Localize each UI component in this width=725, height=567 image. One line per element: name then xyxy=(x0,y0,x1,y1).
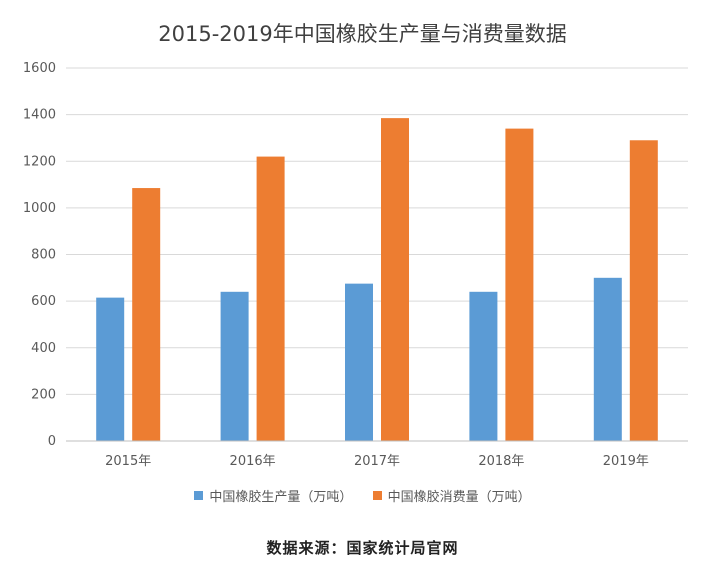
legend-swatch-consumption xyxy=(372,491,382,500)
bars xyxy=(96,118,658,442)
bar-consumption-0 xyxy=(132,188,161,441)
x-tick-label: 2017年 xyxy=(354,454,400,469)
bar-production-3 xyxy=(469,291,498,441)
bar-production-2 xyxy=(345,283,373,441)
gridlines xyxy=(66,67,688,395)
bar-consumption-4 xyxy=(629,140,658,442)
legend: 中国橡胶生产量（万吨） 中国橡胶消费量（万吨） xyxy=(0,486,725,505)
y-tick-label: 1400 xyxy=(23,108,56,123)
bar-consumption-2 xyxy=(381,118,409,441)
x-tick-label: 2018年 xyxy=(478,454,524,469)
chart-title: 2015-2019年中国橡胶生产量与消费量数据 xyxy=(158,22,567,46)
x-tick-label: 2016年 xyxy=(230,454,276,469)
y-tick-label: 200 xyxy=(31,387,56,402)
y-tick-label: 600 xyxy=(31,294,56,309)
legend-swatch-production xyxy=(194,491,204,500)
bar-consumption-1 xyxy=(256,156,285,441)
bar-production-0 xyxy=(96,297,125,441)
x-tick-label: 2015年 xyxy=(105,454,151,469)
y-tick-label: 1200 xyxy=(23,154,56,169)
legend-label-production: 中国橡胶生产量（万吨） xyxy=(209,490,353,505)
legend-label-consumption: 中国橡胶消费量（万吨） xyxy=(387,490,531,505)
bar-production-4 xyxy=(593,277,622,441)
source-note: 数据来源：国家统计局官网 xyxy=(266,539,459,557)
y-tick-label: 1600 xyxy=(23,61,56,76)
legend-item-production: 中国橡胶生产量（万吨） xyxy=(194,486,352,505)
y-tick-label: 800 xyxy=(31,248,56,263)
bar-production-1 xyxy=(220,291,249,441)
bar-consumption-3 xyxy=(505,128,534,442)
y-tick-label: 1000 xyxy=(23,201,56,216)
legend-item-consumption: 中国橡胶消费量（万吨） xyxy=(372,486,531,505)
y-tick-label: 0 xyxy=(48,434,56,449)
axes: 0 200 400 600 800 1000 1200 1400 1600 2015年 2016年 2… xyxy=(23,61,688,469)
y-tick-label: 400 xyxy=(31,341,56,356)
x-tick-label: 2019年 xyxy=(603,454,649,469)
